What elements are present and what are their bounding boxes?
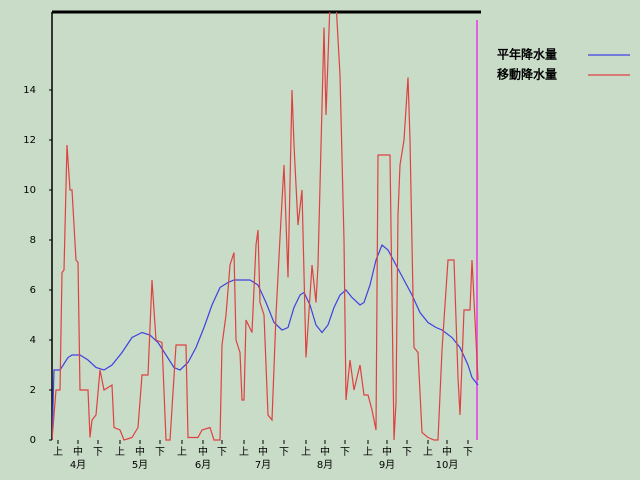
legend-label: 移動降水量 xyxy=(497,67,557,82)
x-tick-label: 下 xyxy=(93,447,103,458)
x-tick-label: 上 xyxy=(363,446,373,458)
x-tick-label: 中 xyxy=(73,445,83,458)
legend-label: 平年降水量 xyxy=(497,47,557,62)
y-tick-label: 4 xyxy=(30,335,36,346)
x-tick-label: 中 xyxy=(198,445,208,458)
x-tick-label: 下 xyxy=(402,447,412,458)
x-tick-label: 下 xyxy=(463,447,473,458)
x-tick-label: 中 xyxy=(258,445,268,458)
y-tick-label: 8 xyxy=(30,235,36,246)
y-tick-label: 6 xyxy=(30,285,36,296)
month-label: 10月 xyxy=(436,459,459,471)
y-tick-label: 0 xyxy=(30,435,36,446)
x-tick-label: 下 xyxy=(217,447,227,458)
y-tick-label: 12 xyxy=(23,135,36,146)
x-tick-label: 中 xyxy=(135,445,145,458)
month-label: 5月 xyxy=(132,459,148,471)
x-tick-label: 上 xyxy=(177,446,187,458)
x-tick-label: 上 xyxy=(115,446,125,458)
x-tick-label: 中 xyxy=(382,445,392,458)
x-tick-label: 上 xyxy=(239,446,249,458)
x-tick-label: 上 xyxy=(301,446,311,458)
y-tick-label: 14 xyxy=(23,85,36,96)
month-label: 7月 xyxy=(255,459,271,471)
month-label: 6月 xyxy=(195,459,211,471)
x-tick-label: 下 xyxy=(340,447,350,458)
month-label: 9月 xyxy=(379,459,395,471)
x-tick-label: 下 xyxy=(155,447,165,458)
month-label: 4月 xyxy=(70,459,86,471)
x-tick-label: 中 xyxy=(320,445,330,458)
y-tick-label: 10 xyxy=(23,185,36,196)
x-tick-label: 上 xyxy=(53,446,63,458)
month-label: 8月 xyxy=(317,459,333,471)
series-line xyxy=(52,12,479,441)
x-tick-label: 下 xyxy=(279,447,289,458)
series-line xyxy=(52,244,479,441)
plot-area xyxy=(52,12,479,441)
y-tick-label: 2 xyxy=(30,385,36,396)
x-tick-label: 上 xyxy=(423,446,433,458)
x-tick-label: 中 xyxy=(442,445,452,458)
